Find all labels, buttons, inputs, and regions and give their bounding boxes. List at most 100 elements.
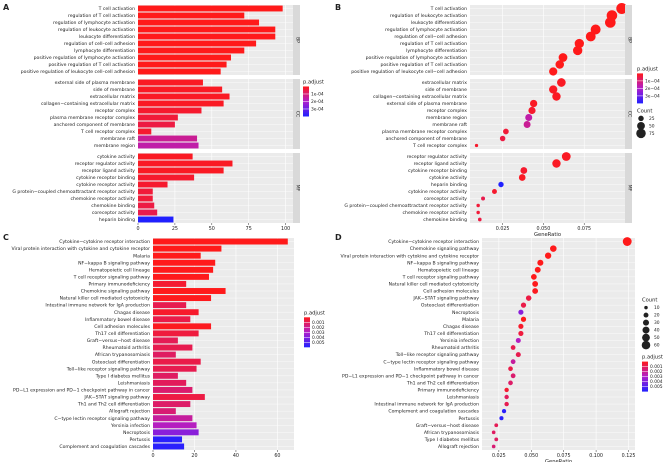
bar <box>138 160 233 167</box>
term-label: Graft−versus−host disease <box>87 338 150 344</box>
dot <box>518 309 524 315</box>
dot <box>528 106 536 115</box>
dot <box>518 323 524 329</box>
dot <box>616 3 628 14</box>
term-label: PD−L1 expression and PD−1 checkpoint pat… <box>342 373 479 379</box>
legend-label: 0.002 <box>650 369 663 375</box>
dot <box>525 295 532 301</box>
term-label: G protein−coupled chemoattractant recept… <box>12 189 135 195</box>
dot <box>499 135 506 142</box>
term-label: T cell receptor signaling pathway <box>402 274 480 280</box>
bar <box>153 323 212 330</box>
term-label: anchored component of membrane <box>54 122 136 128</box>
term-label: Malaria <box>462 317 479 323</box>
dot <box>555 60 564 69</box>
facet-background <box>470 5 625 75</box>
term-label: NF−kappa B signaling pathway <box>407 260 479 266</box>
bar <box>138 61 227 68</box>
term-label: heparin binding <box>431 182 467 188</box>
term-label: regulation of T cell activation <box>68 13 135 19</box>
term-label: Viral protein interaction with cytokine … <box>340 253 479 259</box>
dot <box>501 409 507 414</box>
term-label: Leishmaniasis <box>447 395 480 401</box>
x-tick-label: 100 <box>281 226 290 232</box>
term-label: receptor regulator activity <box>407 154 468 160</box>
bar <box>153 295 212 302</box>
term-label: JAK−STAT signaling pathway <box>83 395 150 401</box>
bar <box>138 128 152 135</box>
dot <box>520 302 527 308</box>
bar <box>138 40 257 47</box>
legend-count-dot <box>642 326 650 334</box>
bar <box>153 436 183 443</box>
term-label: plasma membrane receptor complex <box>50 115 135 121</box>
term-label: Yersinia infection <box>439 338 479 344</box>
bar <box>138 107 202 114</box>
legend-count-label: 50 <box>654 335 660 341</box>
dot <box>494 437 499 442</box>
dot <box>552 159 561 168</box>
term-label: external side of plasma membrane <box>55 80 136 86</box>
bar <box>138 142 199 149</box>
dot <box>520 316 527 322</box>
facet-strip-label: BP <box>295 37 301 43</box>
legend-title: p.adjust <box>304 310 325 316</box>
term-label: Hematopoietic cell lineage <box>89 267 150 273</box>
dot <box>590 24 601 35</box>
dot <box>504 394 509 400</box>
legend-count-dot <box>637 122 645 130</box>
dot <box>498 181 504 188</box>
dot <box>532 288 539 294</box>
bar <box>138 114 178 121</box>
term-label: Th17 cell differentiation <box>94 331 150 337</box>
x-tick-label: 25 <box>172 226 178 232</box>
term-label: receptor regulator activity <box>75 161 136 167</box>
term-label: Chemokine signaling pathway <box>81 289 151 295</box>
legend-count-label: 30 <box>654 320 660 326</box>
term-label: heparin binding <box>99 217 135 223</box>
dot <box>544 252 552 259</box>
term-label: positive regulation of lymphocyte activa… <box>34 55 135 61</box>
bar <box>153 429 199 436</box>
dot <box>537 259 544 266</box>
term-label: Type I diabetes mellitus <box>424 437 480 443</box>
facet-strip <box>293 79 300 149</box>
term-label: Allograft rejection <box>438 444 479 450</box>
legend-title: p.adjust <box>642 355 663 361</box>
term-label: Chemokine signaling pathway <box>410 246 480 252</box>
term-label: Cell adhesion molecules <box>423 289 479 295</box>
term-label: Viral protein interaction with cytokine … <box>11 246 150 252</box>
facet-strip <box>625 79 632 149</box>
dot <box>532 281 539 287</box>
term-label: positive regulation of T cell activation <box>48 62 135 68</box>
legend-count-dot <box>638 115 644 122</box>
term-label: Toll−like receptor signaling pathway <box>395 352 480 358</box>
term-label: T cell receptor complex <box>80 129 135 135</box>
term-label: Inflammatory bowel disease <box>414 366 479 372</box>
term-label: cytokine receptor binding <box>76 175 135 181</box>
facet-strip-label: CC <box>627 111 633 117</box>
bar <box>138 47 245 54</box>
bar <box>138 209 158 216</box>
term-label: coreceptor activity <box>92 210 135 216</box>
term-label: receptor complex <box>427 108 468 114</box>
term-label: cytokine receptor binding <box>408 168 467 174</box>
dot <box>510 345 516 350</box>
bar <box>153 422 197 429</box>
bar <box>138 195 153 202</box>
x-axis-label: GeneRatio <box>534 232 561 238</box>
legend-count-dot <box>644 305 648 310</box>
legend-count-label: 50 <box>649 124 655 130</box>
term-label: Primary immunodeficiency <box>89 282 151 288</box>
bar <box>138 202 155 209</box>
dot <box>622 237 632 246</box>
legend-count-label: 10 <box>654 305 660 311</box>
term-label: plasma membrane receptor complex <box>382 129 467 135</box>
term-label: regulation of leukocyte activation <box>58 27 135 33</box>
dot <box>515 337 521 343</box>
